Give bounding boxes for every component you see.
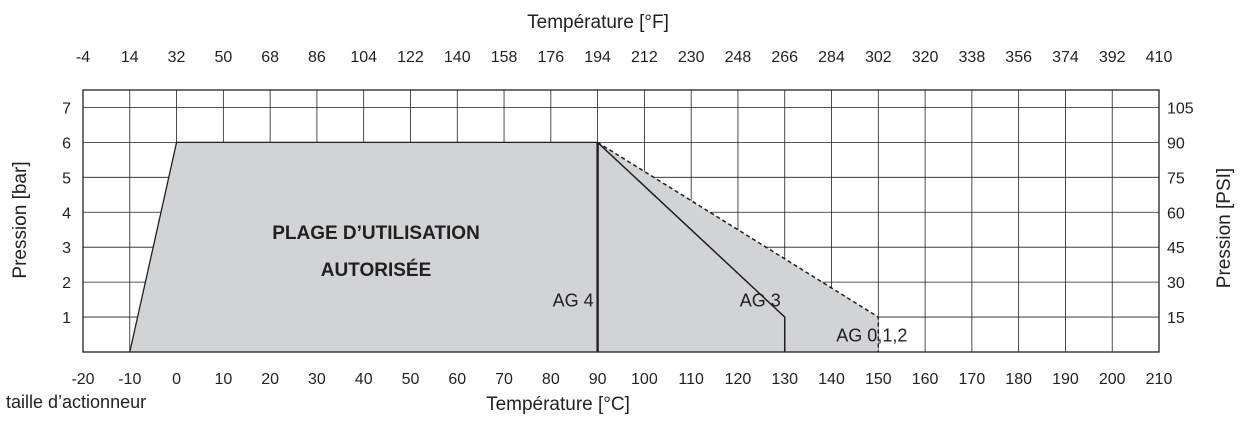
envelope-outline bbox=[129, 141, 598, 353]
x-tick-label-celsius-2: 0 bbox=[172, 371, 181, 388]
x-tick-label-celsius-12: 100 bbox=[631, 371, 658, 388]
x-tick-label-celsius-23: 210 bbox=[1146, 371, 1173, 388]
series-line-2 bbox=[597, 141, 880, 352]
x-tick-label-fahrenheit-23: 410 bbox=[1146, 49, 1173, 66]
caption: taille d’actionneur bbox=[6, 392, 146, 412]
x-tick-label-fahrenheit-18: 320 bbox=[912, 49, 939, 66]
x-tick-label-celsius-18: 160 bbox=[912, 371, 939, 388]
x-tick-label-celsius-14: 120 bbox=[725, 371, 752, 388]
series-label-2: AG 0,1,2 bbox=[836, 326, 907, 346]
x-tick-label-celsius-9: 70 bbox=[495, 371, 513, 388]
x-axis-title-bottom: Température [°C] bbox=[486, 394, 630, 415]
x-tick-label-celsius-15: 130 bbox=[771, 371, 798, 388]
y-tick-label-psi-1: 30 bbox=[1167, 275, 1185, 292]
x-tick-label-fahrenheit-20: 356 bbox=[1005, 49, 1032, 66]
y-tick-label-psi-6: 105 bbox=[1167, 100, 1194, 117]
x-tick-label-celsius-6: 40 bbox=[355, 371, 373, 388]
plot-frame bbox=[82, 89, 1160, 353]
x-tick-label-fahrenheit-21: 374 bbox=[1052, 49, 1079, 66]
x-tick-label-celsius-8: 60 bbox=[448, 371, 466, 388]
x-tick-label-fahrenheit-11: 194 bbox=[584, 49, 611, 66]
x-tick-label-fahrenheit-16: 284 bbox=[818, 49, 845, 66]
x-tick-label-celsius-1: -10 bbox=[118, 371, 141, 388]
x-tick-label-fahrenheit-2: 32 bbox=[168, 49, 186, 66]
series-label-0: AG 4 bbox=[553, 291, 594, 311]
region-label-line2: AUTORISÉE bbox=[321, 259, 432, 281]
x-tick-label-fahrenheit-15: 266 bbox=[771, 49, 798, 66]
x-tick-label-fahrenheit-4: 68 bbox=[261, 49, 279, 66]
x-tick-label-fahrenheit-10: 176 bbox=[537, 49, 564, 66]
y-axis-title-right: Pression [PSI] bbox=[1214, 168, 1235, 288]
operating-range-area bbox=[129, 142, 879, 352]
region-label-line1: PLAGE D’UTILISATION bbox=[272, 223, 480, 244]
series-label-1: AG 3 bbox=[740, 291, 781, 311]
x-tick-label-fahrenheit-9: 158 bbox=[491, 49, 518, 66]
x-tick-label-celsius-21: 190 bbox=[1052, 371, 1079, 388]
x-tick-label-celsius-5: 30 bbox=[308, 371, 326, 388]
x-tick-label-celsius-0: -20 bbox=[71, 371, 94, 388]
tick-labels: -20 -10 0 10 20 30 40 50 60 70 80 90 100 110 120 130 140… bbox=[62, 49, 1194, 388]
plot-border bbox=[82, 89, 1160, 353]
y-tick-label-bar-6: 7 bbox=[62, 100, 71, 117]
x-tick-label-fahrenheit-13: 230 bbox=[678, 49, 705, 66]
x-tick-label-fahrenheit-5: 86 bbox=[308, 49, 326, 66]
operating-range-fill bbox=[129, 142, 879, 352]
y-tick-label-psi-4: 75 bbox=[1167, 170, 1185, 187]
x-tick-label-celsius-10: 80 bbox=[542, 371, 560, 388]
y-tick-label-bar-0: 1 bbox=[62, 310, 71, 327]
x-tick-label-fahrenheit-22: 392 bbox=[1099, 49, 1126, 66]
y-tick-label-bar-2: 3 bbox=[62, 240, 71, 257]
actuator-size-lines: AG 4 AG 3 AG 0,1,2 bbox=[129, 141, 907, 353]
x-tick-label-celsius-19: 170 bbox=[959, 371, 986, 388]
x-tick-label-celsius-11: 90 bbox=[589, 371, 607, 388]
y-tick-label-psi-2: 45 bbox=[1167, 240, 1185, 257]
x-tick-label-fahrenheit-7: 122 bbox=[397, 49, 424, 66]
x-tick-label-celsius-7: 50 bbox=[402, 371, 420, 388]
x-axis-title-top: Température [°F] bbox=[527, 12, 669, 33]
series-line-1 bbox=[597, 141, 786, 352]
x-tick-label-fahrenheit-6: 104 bbox=[350, 49, 377, 66]
y-tick-label-bar-5: 6 bbox=[62, 135, 71, 152]
x-tick-label-celsius-17: 150 bbox=[865, 371, 892, 388]
x-tick-label-fahrenheit-12: 212 bbox=[631, 49, 658, 66]
x-tick-label-celsius-13: 110 bbox=[678, 371, 704, 388]
x-tick-label-fahrenheit-3: 50 bbox=[214, 49, 232, 66]
y-tick-label-psi-0: 15 bbox=[1167, 310, 1185, 327]
x-tick-label-celsius-20: 180 bbox=[1005, 371, 1032, 388]
x-tick-label-fahrenheit-1: 14 bbox=[121, 49, 139, 66]
y-tick-label-psi-3: 60 bbox=[1167, 205, 1185, 222]
y-tick-label-psi-5: 90 bbox=[1167, 135, 1185, 152]
x-tick-label-fahrenheit-19: 338 bbox=[959, 49, 986, 66]
x-tick-label-celsius-22: 200 bbox=[1099, 371, 1126, 388]
x-tick-label-fahrenheit-17: 302 bbox=[865, 49, 892, 66]
x-tick-label-celsius-16: 140 bbox=[818, 371, 845, 388]
x-tick-label-celsius-3: 10 bbox=[214, 371, 232, 388]
x-tick-label-celsius-4: 20 bbox=[261, 371, 279, 388]
y-axis-title-left: Pression [bar] bbox=[10, 161, 31, 278]
x-tick-label-fahrenheit-0: -4 bbox=[76, 49, 90, 66]
y-tick-label-bar-4: 5 bbox=[62, 170, 71, 187]
y-tick-label-bar-1: 2 bbox=[62, 275, 71, 292]
x-tick-label-fahrenheit-8: 140 bbox=[444, 49, 471, 66]
x-tick-label-fahrenheit-14: 248 bbox=[725, 49, 752, 66]
y-tick-label-bar-3: 4 bbox=[62, 205, 71, 222]
